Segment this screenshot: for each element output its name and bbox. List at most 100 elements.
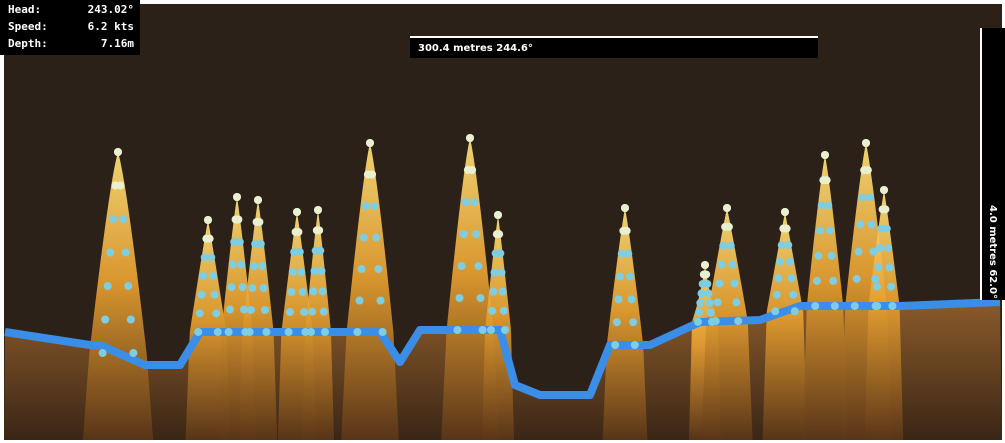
echo-dot	[495, 230, 503, 238]
readout-label: Head:	[8, 3, 41, 16]
echo-dot	[353, 328, 361, 336]
echo-dot	[289, 268, 297, 276]
echo-dot	[784, 241, 792, 249]
echo-dot	[127, 316, 135, 324]
echo-dot	[236, 238, 244, 246]
echo-dot	[791, 307, 799, 315]
vertical-scale-label: 4.0 metres 62.0°	[987, 205, 998, 299]
echo-dot	[466, 134, 474, 142]
echo-dot	[773, 291, 781, 299]
echo-dot	[491, 269, 499, 277]
sonar-screen: Head:243.02°Speed:6.2 ktsDepth:7.16m 300…	[0, 0, 1005, 443]
echo-dot	[855, 248, 863, 256]
echo-dot	[701, 261, 709, 269]
echo-dot	[698, 289, 706, 297]
echo-dot	[629, 318, 637, 326]
echo-dot	[813, 277, 821, 285]
echo-dot	[887, 283, 895, 291]
echo-dot	[858, 193, 866, 201]
echo-dot	[307, 328, 315, 336]
horizontal-scale-label: 300.4 metres 244.6°	[418, 43, 533, 54]
echo-dot	[716, 279, 724, 287]
echo-dot	[864, 166, 872, 174]
echo-dot	[207, 253, 215, 261]
echo-dot	[237, 261, 245, 269]
echo-dot	[788, 274, 796, 282]
echo-dot	[811, 302, 819, 310]
echo-dot	[299, 288, 307, 296]
echo-dot	[789, 291, 797, 299]
echo-dot	[287, 288, 295, 296]
echo-dot	[781, 208, 789, 216]
echo-dot	[247, 306, 255, 314]
echo-dot	[712, 317, 720, 325]
echo-dot	[453, 326, 461, 334]
echo-dot	[500, 307, 508, 315]
echo-dot	[851, 302, 859, 310]
echo-dot	[884, 244, 892, 252]
echo-dot	[621, 204, 629, 212]
sonar-view: Head:243.02°Speed:6.2 ktsDepth:7.16m 300…	[0, 0, 1005, 443]
echo-dot	[229, 261, 237, 269]
echo-dot	[719, 242, 727, 250]
echo-dot	[194, 328, 202, 336]
readout-value: 243.02°	[88, 3, 134, 16]
echo-dot	[613, 318, 621, 326]
echo-dot	[204, 216, 212, 224]
echo-dot	[101, 316, 109, 324]
echo-dot	[308, 308, 316, 316]
echo-dot	[732, 298, 740, 306]
echo-dot	[696, 299, 704, 307]
echo-dot	[631, 341, 639, 349]
echo-dot	[311, 267, 319, 275]
echo-dot	[119, 215, 127, 223]
echo-dot	[725, 223, 733, 231]
echo-dot	[487, 326, 495, 334]
echo-dot	[871, 275, 879, 283]
echo-dot	[211, 291, 219, 299]
echo-dot	[293, 208, 301, 216]
echo-dot	[368, 171, 376, 179]
echo-dot	[315, 226, 323, 234]
echo-dot	[240, 306, 248, 314]
echo-dot	[705, 289, 713, 297]
echo-dot	[206, 235, 214, 243]
echo-dot	[286, 308, 294, 316]
echo-dot	[129, 349, 137, 357]
echo-dot	[477, 294, 485, 302]
echo-dot	[488, 307, 496, 315]
echo-dot	[628, 295, 636, 303]
echo-dot	[318, 267, 326, 275]
echo-dot	[370, 202, 378, 210]
echo-dot	[309, 287, 317, 295]
readout-value: 6.2 kts	[88, 20, 134, 33]
echo-dot	[258, 262, 266, 270]
echo-dot	[197, 291, 205, 299]
echo-dot	[109, 215, 117, 223]
echo-dot	[209, 272, 217, 280]
echo-dot	[862, 139, 870, 147]
echo-dot	[372, 234, 380, 242]
echo-dot	[362, 202, 370, 210]
echo-dot	[814, 252, 822, 260]
echo-dot	[257, 240, 265, 248]
echo-dot	[694, 318, 702, 326]
echo-dot	[623, 227, 631, 235]
echo-dot	[730, 279, 738, 287]
echo-dot	[489, 288, 497, 296]
echo-dot	[255, 218, 263, 226]
echo-dot	[856, 221, 864, 229]
echo-dot	[260, 284, 268, 292]
echo-dot	[456, 294, 464, 302]
echo-dot	[470, 198, 478, 206]
echo-dot	[314, 206, 322, 214]
echo-dot	[225, 328, 233, 336]
echo-dot	[296, 248, 304, 256]
echo-dot	[501, 326, 509, 334]
echo-dot	[866, 193, 874, 201]
echo-dot	[254, 196, 262, 204]
readout-label: Depth:	[8, 37, 48, 50]
echo-dot	[285, 328, 293, 336]
echo-dot	[358, 265, 366, 273]
echo-dot	[874, 263, 882, 271]
